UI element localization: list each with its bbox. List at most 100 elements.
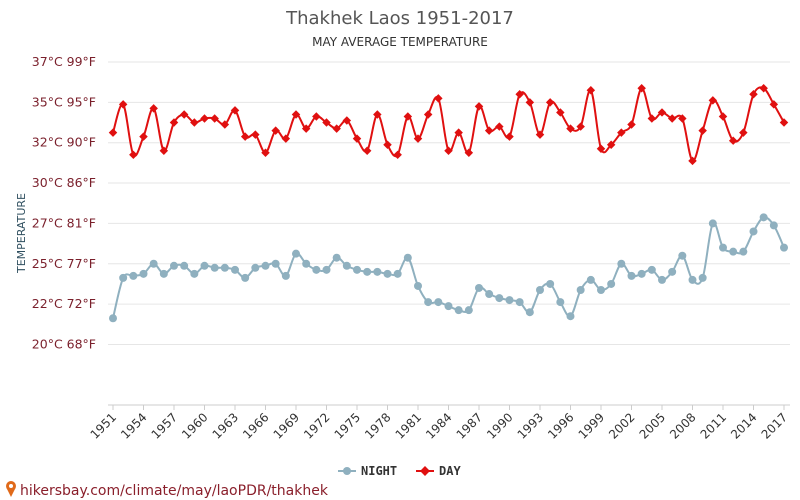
data-point-night[interactable] [647, 265, 656, 274]
data-point-day[interactable] [647, 114, 657, 123]
data-point-day[interactable] [474, 102, 484, 111]
data-point-night[interactable] [769, 221, 778, 230]
source-credit[interactable]: hikersbay.com/climate/may/laoPDR/thakhek [6, 481, 329, 499]
data-point-night[interactable] [464, 306, 473, 315]
data-point-day[interactable] [362, 146, 372, 156]
data-point-day[interactable] [495, 122, 504, 131]
data-point-day[interactable] [200, 114, 209, 123]
data-point-night[interactable] [383, 269, 392, 278]
data-point-day[interactable] [342, 116, 352, 125]
data-point-day[interactable] [403, 112, 413, 121]
data-point-night[interactable] [444, 302, 453, 311]
data-point-day[interactable] [423, 110, 433, 119]
data-point-night[interactable] [739, 247, 748, 256]
legend-item-day[interactable]: DAY [416, 464, 461, 478]
data-point-night[interactable] [729, 247, 738, 256]
data-point-night[interactable] [414, 281, 422, 290]
data-point-day[interactable] [190, 118, 199, 127]
data-point-day[interactable] [525, 98, 535, 107]
data-point-day[interactable] [332, 124, 341, 133]
source-link-text[interactable]: hikersbay.com/climate/may/laoPDR/thakhek [20, 483, 329, 499]
data-point-day[interactable] [484, 126, 494, 135]
data-point-night[interactable] [780, 243, 788, 252]
data-point-day[interactable] [383, 140, 392, 149]
data-point-day[interactable] [739, 128, 748, 137]
data-point-night[interactable] [515, 298, 524, 307]
data-point-night[interactable] [170, 261, 178, 270]
data-point-day[interactable] [434, 94, 443, 103]
data-point-day[interactable] [464, 148, 474, 158]
data-point-night[interactable] [403, 253, 412, 262]
data-point-day[interactable] [108, 128, 118, 137]
data-point-day[interactable] [718, 112, 728, 121]
data-point-night[interactable] [220, 263, 229, 272]
data-point-night[interactable] [607, 279, 616, 288]
data-point-night[interactable] [119, 273, 128, 282]
data-point-day[interactable] [169, 118, 179, 127]
data-point-night[interactable] [322, 265, 331, 274]
data-point-day[interactable] [352, 134, 362, 143]
data-point-night[interactable] [159, 269, 168, 278]
data-point-night[interactable] [149, 259, 158, 268]
data-point-night[interactable] [109, 314, 117, 323]
data-point-night[interactable] [546, 279, 555, 288]
data-point-day[interactable] [505, 132, 514, 141]
data-point-night[interactable] [434, 298, 443, 307]
data-point-night[interactable] [363, 267, 372, 276]
data-point-night[interactable] [668, 267, 677, 276]
data-point-day[interactable] [779, 118, 789, 127]
data-point-night[interactable] [708, 219, 717, 228]
data-point-night[interactable] [353, 265, 361, 274]
data-point-night[interactable] [129, 271, 138, 280]
data-point-day[interactable] [454, 128, 463, 137]
data-point-night[interactable] [271, 259, 280, 268]
data-point-night[interactable] [525, 308, 534, 317]
data-point-day[interactable] [749, 90, 758, 99]
data-point-night[interactable] [342, 261, 351, 270]
data-point-night[interactable] [139, 269, 148, 278]
data-point-day[interactable] [413, 134, 423, 143]
data-point-night[interactable] [393, 269, 402, 278]
data-point-night[interactable] [678, 251, 687, 260]
data-point-night[interactable] [566, 312, 575, 321]
data-point-night[interactable] [627, 271, 636, 280]
data-point-day[interactable] [291, 110, 301, 119]
data-point-night[interactable] [281, 271, 290, 280]
data-point-day[interactable] [210, 114, 219, 123]
data-point-night[interactable] [688, 275, 697, 284]
data-point-night[interactable] [586, 275, 595, 284]
data-point-day[interactable] [301, 124, 311, 133]
data-point-day[interactable] [698, 126, 707, 135]
data-point-night[interactable] [505, 296, 514, 305]
legend-item-night[interactable]: NIGHT [338, 464, 397, 478]
data-point-night[interactable] [719, 243, 727, 252]
data-point-day[interactable] [322, 118, 331, 127]
data-point-night[interactable] [302, 259, 311, 268]
data-point-night[interactable] [698, 273, 707, 282]
data-point-night[interactable] [759, 213, 768, 222]
data-point-day[interactable] [312, 112, 321, 121]
data-point-night[interactable] [749, 227, 758, 236]
data-point-night[interactable] [556, 298, 565, 307]
data-point-day[interactable] [179, 110, 189, 119]
data-point-day[interactable] [149, 104, 158, 113]
data-point-day[interactable] [240, 132, 250, 141]
data-point-day[interactable] [373, 110, 382, 119]
data-point-night[interactable] [332, 253, 341, 262]
data-point-day[interactable] [129, 150, 138, 160]
data-point-night[interactable] [210, 263, 219, 272]
data-point-day[interactable] [281, 134, 291, 143]
data-point-night[interactable] [617, 259, 626, 268]
data-point-night[interactable] [485, 290, 494, 299]
data-point-night[interactable] [424, 298, 433, 307]
data-point-day[interactable] [393, 150, 402, 160]
data-point-day[interactable] [708, 96, 718, 105]
data-point-night[interactable] [536, 285, 544, 294]
data-point-day[interactable] [118, 100, 128, 109]
data-point-day[interactable] [220, 120, 230, 129]
data-point-night[interactable] [312, 265, 321, 274]
data-point-day[interactable] [139, 132, 148, 141]
data-point-night[interactable] [241, 273, 250, 282]
data-point-day[interactable] [545, 98, 555, 107]
data-point-night[interactable] [373, 267, 382, 276]
